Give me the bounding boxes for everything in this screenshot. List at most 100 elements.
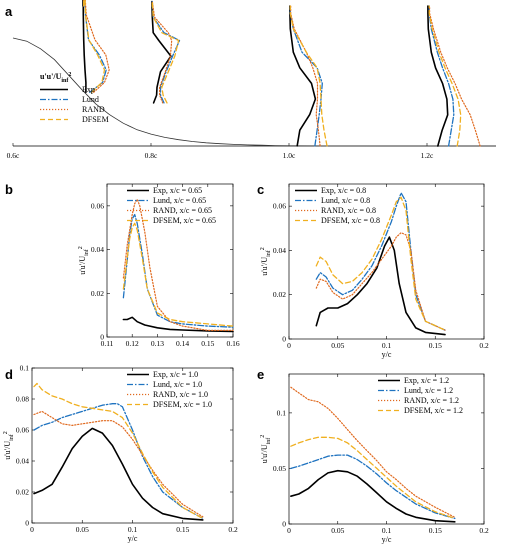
profile-line-0.8-dfsem [151, 0, 180, 104]
panel-letter-d: d [5, 367, 13, 382]
x-tick-label: 0.16 [226, 339, 239, 348]
series-group-b [122, 198, 234, 333]
x-tick-label: 0.2 [479, 341, 489, 350]
series-line-b-dfsem [122, 222, 234, 327]
series-line-d-rand [33, 410, 204, 518]
y-axis-label-c: u'u'/Uinf2 [260, 247, 272, 276]
legend-label-dfsem: DFSEM [82, 115, 109, 124]
series-line-c-rand [315, 232, 446, 331]
y-tick-label: 0.06 [91, 201, 104, 210]
profile-line-1.2-exp [427, 5, 449, 147]
x-tick-label: 0.05 [331, 526, 344, 535]
profile-station-1.2 [427, 5, 481, 147]
series-line-e-lund [290, 454, 456, 520]
legend-label-exp: Exp, x/c = 1.2 [404, 376, 449, 385]
series-line-b-exp [122, 316, 234, 333]
x-tick-label: 0 [30, 525, 34, 534]
x-tick-label: 0.15 [429, 526, 442, 535]
profile-station-0.8 [151, 0, 181, 104]
legend-label-rand: RAND, x/c = 0.65 [153, 206, 212, 215]
x-tick-label: 0.15 [201, 339, 214, 348]
series-line-b-rand [122, 198, 234, 331]
y-axis-label-d: u'u'/Uinf2 [3, 431, 15, 460]
legend-label-exp: Exp, x/c = 0.65 [153, 186, 202, 195]
legend-label-rand: RAND, x/c = 1.2 [404, 396, 459, 405]
legend-label-lund: Lund, x/c = 1.2 [404, 386, 453, 395]
y-axis-c: 0 0.02 0.04 0.06 [273, 202, 484, 344]
legend-label-exp: Exp [82, 85, 95, 94]
panel-b: b 0.11 0.12 0.13 0.14 0.15 0.16 0 0.02 0.04 0.06 u'… [5, 182, 240, 348]
legend-label-dfsem: DFSEM, x/c = 0.65 [153, 216, 216, 225]
x-tick-label: 1.0c [283, 151, 296, 160]
legend-label-rand: RAND [82, 105, 105, 114]
legend-label-lund: Lund, x/c = 1.0 [153, 380, 202, 389]
x-tick-label: 0.14 [176, 339, 189, 348]
profile-line-1.2-dfsem [428, 5, 462, 147]
series-line-c-exp [315, 236, 446, 336]
y-tick-label: 0.08 [16, 395, 29, 404]
y-tick-label: 0 [282, 335, 286, 344]
y-axis-label-b: u'u'/Uinf2 [78, 246, 90, 275]
y-tick-label: 0.1 [20, 364, 30, 373]
legend-label-dfsem: DFSEM, x/c = 1.0 [153, 400, 212, 409]
x-tick-label: 0 [287, 526, 291, 535]
x-tick-label: 0.11 [101, 339, 114, 348]
profile-line-0.7-lund [83, 0, 107, 93]
legend-label-rand: RAND, x/c = 1.0 [153, 390, 208, 399]
x-tick-label: 0.12 [126, 339, 139, 348]
legend-label-lund: Lund, x/c = 0.65 [153, 196, 206, 205]
y-tick-label: 0 [100, 333, 104, 342]
series-line-e-rand [290, 386, 456, 518]
legend-label-dfsem: DFSEM, x/c = 0.8 [321, 216, 380, 225]
x-tick-label: 0.05 [76, 525, 89, 534]
x-axis-label-d: y/c [128, 534, 138, 543]
y-tick-label: 0.04 [273, 246, 286, 255]
x-tick-label: 0.8c [145, 151, 158, 160]
profile-station-1 [289, 5, 328, 147]
profile-line-1-exp [289, 5, 317, 147]
x-axis-c: 0 0.05 0.1 0.15 0.2 [287, 184, 489, 350]
x-axis-e: 0 0.05 0.1 0.15 0.2 [287, 374, 489, 535]
legend-label-exp: Exp, x/c = 0.8 [321, 186, 366, 195]
series-line-d-exp [33, 427, 204, 521]
x-tick-label: 0.13 [151, 339, 164, 348]
x-axis-d: 0 0.05 0.1 0.15 0.2 [30, 368, 238, 534]
x-tick-label: 0.05 [331, 341, 344, 350]
panel-d: d0 0.05 0.1 0.15 0.200.020.040.060.080.1y/cu… [3, 364, 238, 544]
panel-letter-a: a [5, 4, 13, 19]
plot-frame-b [106, 183, 234, 338]
panel-c: c 0 0.05 0.1 0.15 0.2 0 0.02 0.04 0.06 y/c u'u'/Uin… [257, 182, 489, 359]
y-axis-b: 0 0.02 0.04 0.06 [91, 201, 233, 342]
panel-a: a 0.6c 0.8c 1.0c 1.2c u'u'/Uinf2 ExpLundRANDDF… [5, 0, 496, 160]
x-tick-label: 0.15 [429, 341, 442, 350]
x-axis-label-c: y/c [382, 350, 392, 359]
x-tick-label: 0.1 [128, 525, 138, 534]
x-tick-label: 0.1 [382, 341, 392, 350]
y-axis-d: 0 0.02 0.04 0.06 0.08 0.1 [16, 364, 233, 528]
profile-line-1.2-rand [429, 5, 481, 147]
profile-line-0.7-dfsem [83, 0, 106, 93]
legend-label-exp: Exp, x/c = 1.0 [153, 370, 198, 379]
y-tick-label: 0.05 [273, 464, 286, 473]
series-line-d-dfsem [33, 382, 204, 520]
y-tick-label: 0.02 [91, 289, 104, 298]
x-tick-label: 0.2 [479, 526, 489, 535]
y-tick-label: 0.02 [16, 488, 29, 497]
series-line-b-lund [122, 213, 234, 328]
panel-letter-e: e [257, 367, 264, 382]
y-tick-label: 0.02 [273, 290, 286, 299]
x-tick-label: 1.2c [421, 151, 434, 160]
profile-line-1.2-lund [428, 5, 455, 147]
x-tick-label: 0.6c [7, 151, 20, 160]
x-axis-label-e: y/c [382, 535, 392, 544]
y-tick-label: 0.04 [91, 245, 104, 254]
profile-line-0.7-rand [83, 0, 110, 93]
legend-label-lund: Lund [82, 95, 99, 104]
legend-title-a: u'u'/Uinf2 [40, 72, 71, 84]
y-axis-label-e: u'u'/Uinf2 [260, 435, 272, 464]
y-tick-label: 0 [282, 520, 286, 529]
